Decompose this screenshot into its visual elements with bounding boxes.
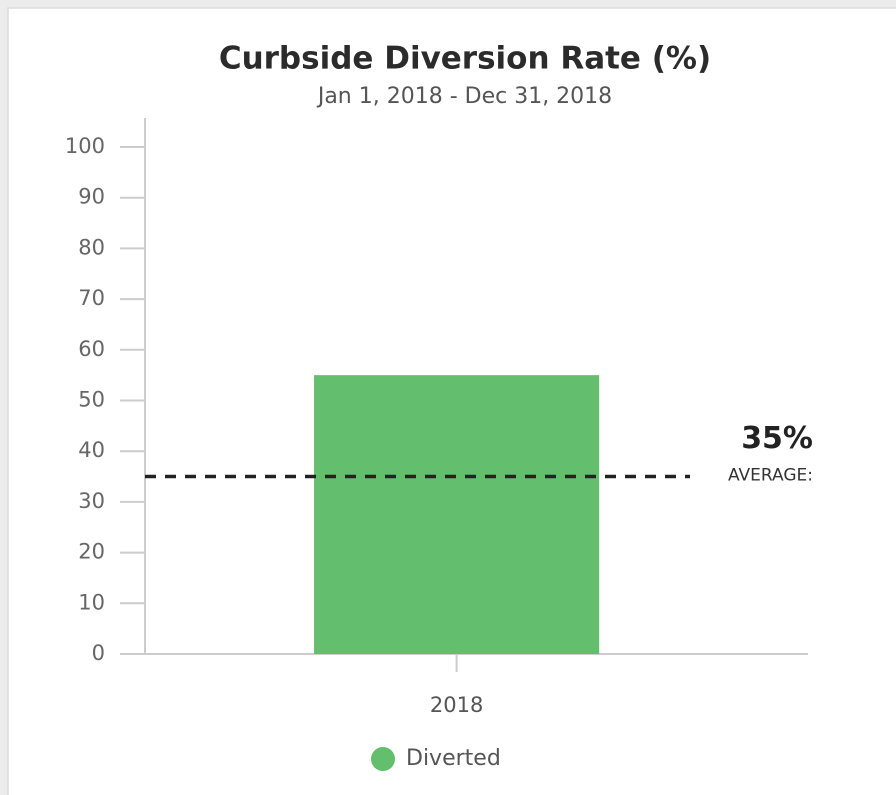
y-tick-label: 70 xyxy=(78,286,105,310)
y-tick-label: 30 xyxy=(78,489,105,513)
y-tick-label: 80 xyxy=(78,235,105,259)
y-tick-label: 0 xyxy=(92,641,105,665)
x-tick-label: 2018 xyxy=(430,693,483,717)
y-tick-label: 60 xyxy=(78,337,105,361)
average-value: 35% xyxy=(741,421,813,456)
chart-subtitle: Jan 1, 2018 - Dec 31, 2018 xyxy=(316,84,612,109)
y-tick-label: 20 xyxy=(78,540,105,564)
y-tick-label: 40 xyxy=(78,438,105,462)
chart-title: Curbside Diversion Rate (%) xyxy=(219,41,711,77)
bar xyxy=(314,375,600,654)
y-tick-label: 50 xyxy=(78,388,105,412)
y-tick-label: 90 xyxy=(78,185,105,209)
average-label: AVERAGE: xyxy=(728,466,813,486)
legend-swatch xyxy=(371,747,395,771)
y-tick-label: 10 xyxy=(78,590,105,614)
legend-label: Diverted xyxy=(406,746,501,771)
y-tick-label: 100 xyxy=(65,134,105,158)
